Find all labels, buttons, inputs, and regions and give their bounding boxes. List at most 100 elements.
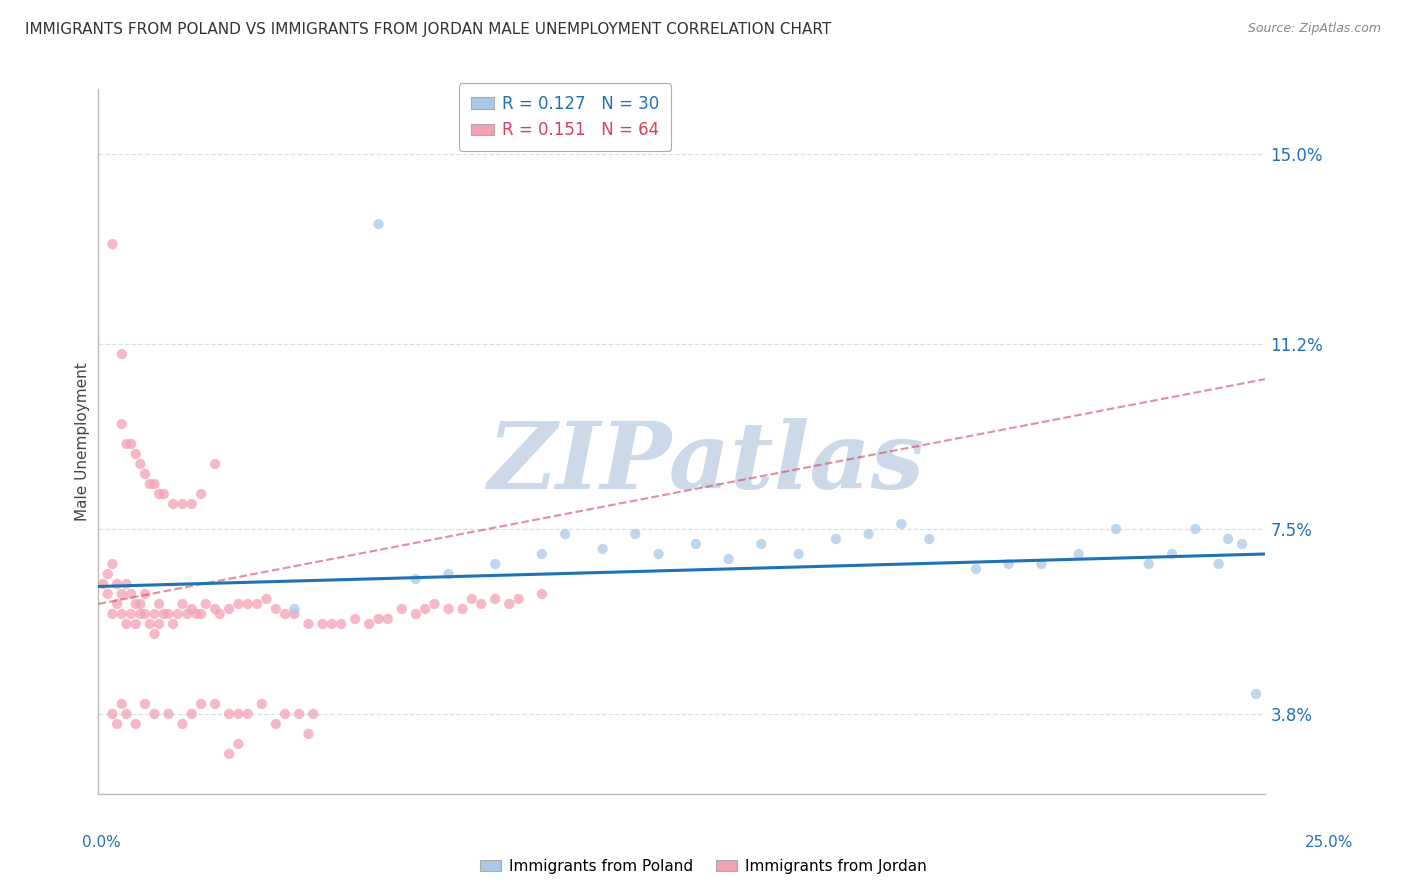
Point [101, 557, 124, 571]
Point [148, 487, 170, 501]
Point [101, 237, 124, 252]
Point [204, 602, 226, 616]
Point [111, 607, 134, 621]
Point [101, 607, 124, 621]
Point [186, 607, 208, 621]
Point [498, 597, 520, 611]
Point [157, 706, 180, 721]
Point [111, 347, 134, 361]
Point [624, 527, 647, 541]
Point [367, 217, 389, 231]
Point [359, 617, 381, 632]
Point [484, 591, 506, 606]
Point [405, 572, 427, 586]
Point [97, 587, 120, 601]
Point [172, 597, 194, 611]
Point [1230, 537, 1253, 551]
Point [228, 597, 250, 611]
Point [180, 706, 202, 721]
Point [825, 532, 848, 546]
Point [129, 597, 152, 611]
Point [204, 457, 226, 471]
Point [250, 697, 273, 711]
Legend: R = 0.127   N = 30, R = 0.151   N = 64: R = 0.127 N = 30, R = 0.151 N = 64 [460, 84, 671, 151]
Point [105, 577, 128, 591]
Point [297, 617, 319, 632]
Point [890, 516, 912, 531]
Point [274, 706, 297, 721]
Point [749, 537, 772, 551]
Point [139, 477, 162, 491]
Point [1031, 557, 1053, 571]
Point [180, 602, 202, 616]
Point [256, 591, 278, 606]
Point [344, 612, 367, 626]
Point [997, 557, 1019, 571]
Point [115, 437, 138, 451]
Point [264, 602, 287, 616]
Point [143, 607, 166, 621]
Point [129, 457, 152, 471]
Point [143, 706, 166, 721]
Point [143, 477, 166, 491]
Point [125, 617, 148, 632]
Point [176, 607, 198, 621]
Point [190, 487, 212, 501]
Point [470, 597, 492, 611]
Point [129, 607, 152, 621]
Text: Source: ZipAtlas.com: Source: ZipAtlas.com [1247, 22, 1381, 36]
Point [1137, 557, 1160, 571]
Point [134, 467, 156, 481]
Point [190, 697, 212, 711]
Point [152, 487, 174, 501]
Point [1244, 687, 1267, 701]
Point [918, 532, 941, 546]
Point [1184, 522, 1206, 536]
Point [134, 607, 156, 621]
Point [115, 706, 138, 721]
Point [685, 537, 707, 551]
Point [166, 607, 188, 621]
Point [148, 617, 170, 632]
Point [97, 566, 120, 581]
Point [377, 612, 399, 626]
Point [125, 717, 148, 731]
Point [554, 527, 576, 541]
Point [162, 497, 184, 511]
Point [115, 577, 138, 591]
Text: 25.0%: 25.0% [1305, 836, 1353, 850]
Point [111, 697, 134, 711]
Point [204, 697, 226, 711]
Point [302, 706, 325, 721]
Point [157, 607, 180, 621]
Point [105, 717, 128, 731]
Point [530, 587, 553, 601]
Point [125, 447, 148, 461]
Point [391, 602, 413, 616]
Point [190, 607, 212, 621]
Point [236, 706, 259, 721]
Point [143, 627, 166, 641]
Text: ZIPatlas: ZIPatlas [486, 417, 924, 508]
Point [134, 697, 156, 711]
Point [148, 597, 170, 611]
Point [330, 617, 353, 632]
Point [592, 541, 614, 556]
Point [152, 607, 174, 621]
Point [647, 547, 669, 561]
Point [139, 617, 162, 632]
Point [1208, 557, 1230, 571]
Point [105, 597, 128, 611]
Legend: Immigrants from Poland, Immigrants from Jordan: Immigrants from Poland, Immigrants from … [474, 853, 932, 880]
Point [172, 497, 194, 511]
Point [120, 587, 142, 601]
Point [717, 552, 740, 566]
Point [194, 597, 217, 611]
Point [461, 591, 484, 606]
Point [162, 617, 184, 632]
Point [218, 602, 240, 616]
Point [111, 417, 134, 431]
Point [264, 717, 287, 731]
Point [208, 607, 231, 621]
Point [321, 617, 343, 632]
